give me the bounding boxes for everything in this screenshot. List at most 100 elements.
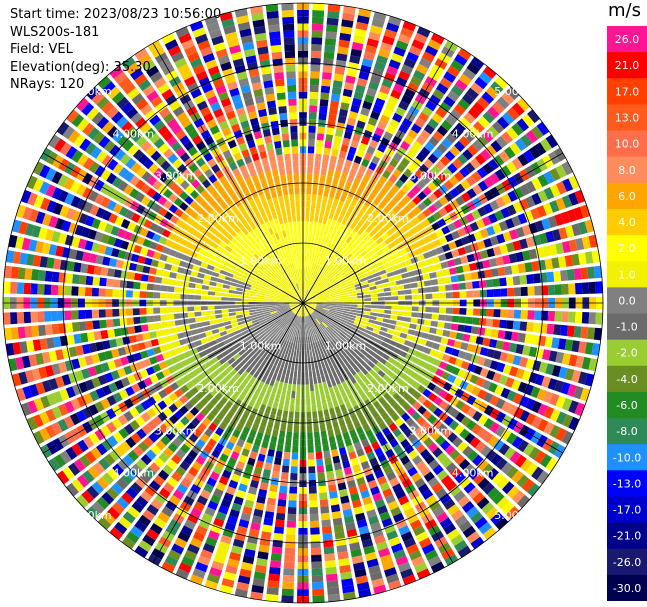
ppi-gate bbox=[378, 175, 388, 185]
ppi-gate bbox=[213, 361, 222, 369]
ppi-gate bbox=[139, 308, 147, 315]
ppi-gate bbox=[209, 567, 222, 578]
ppi-gate bbox=[188, 282, 196, 289]
ppi-gate bbox=[277, 345, 283, 353]
ppi-gate bbox=[170, 334, 179, 341]
ppi-gate bbox=[284, 317, 290, 324]
ppi-gate bbox=[275, 519, 285, 528]
ppi-gate bbox=[173, 399, 184, 409]
ppi-gate bbox=[445, 307, 453, 314]
ppi-gate bbox=[349, 230, 357, 238]
ppi-gate bbox=[297, 309, 301, 316]
ppi-gate bbox=[207, 310, 216, 315]
ppi-gate bbox=[318, 112, 327, 121]
ppi-gate bbox=[448, 420, 460, 431]
ppi-gate bbox=[233, 389, 241, 399]
ppi-gate bbox=[165, 430, 176, 441]
ppi-gate bbox=[188, 433, 199, 443]
ppi-gate bbox=[368, 565, 381, 575]
ppi-gate bbox=[293, 350, 297, 357]
ppi-gate bbox=[527, 310, 535, 320]
ppi-gate bbox=[408, 549, 422, 561]
ppi-gate bbox=[407, 433, 418, 443]
ppi-gate bbox=[519, 198, 530, 211]
ppi-gate bbox=[309, 84, 319, 93]
ppi-gate bbox=[389, 281, 397, 287]
ppi-gate bbox=[394, 274, 403, 281]
ppi-gate bbox=[256, 495, 266, 504]
ppi-gate bbox=[73, 262, 82, 273]
ppi-gate bbox=[315, 390, 320, 398]
ppi-gate bbox=[65, 322, 73, 333]
ppi-gate bbox=[310, 286, 316, 293]
ppi-gate bbox=[194, 392, 204, 401]
ppi-gate bbox=[349, 542, 361, 551]
ppi-gate bbox=[304, 309, 307, 317]
ppi-gate bbox=[17, 326, 26, 339]
ppi-gate bbox=[358, 588, 372, 598]
ppi-gate bbox=[571, 223, 581, 237]
ppi-gate bbox=[387, 95, 399, 106]
ppi-gate bbox=[235, 308, 243, 312]
ppi-gate bbox=[412, 390, 422, 400]
ppi-gate bbox=[105, 288, 113, 297]
ppi-gate bbox=[283, 317, 289, 323]
ppi-gate bbox=[549, 424, 561, 439]
ppi-gate bbox=[415, 374, 425, 384]
ppi-gate bbox=[309, 304, 317, 307]
ppi-gate bbox=[534, 310, 542, 321]
ppi-gate bbox=[306, 291, 311, 298]
ppi-gate bbox=[344, 82, 355, 91]
ppi-gate bbox=[319, 368, 324, 376]
ppi-gate bbox=[450, 323, 459, 331]
ppi-gate bbox=[219, 396, 228, 406]
ppi-gate bbox=[427, 118, 439, 130]
ppi-gate bbox=[262, 469, 271, 478]
ppi-gate bbox=[234, 305, 242, 308]
ppi-gate bbox=[327, 169, 334, 177]
ppi-gate bbox=[353, 441, 363, 451]
ppi-gate bbox=[228, 289, 236, 294]
ppi-gate bbox=[303, 298, 308, 303]
ppi-gate bbox=[378, 387, 387, 396]
ppi-gate bbox=[316, 258, 321, 266]
ppi-gate bbox=[313, 221, 318, 230]
ppi-gate bbox=[392, 444, 403, 454]
ppi-gate bbox=[325, 566, 337, 575]
ppi-gate bbox=[285, 534, 296, 542]
ppi-gate bbox=[157, 400, 168, 411]
ppi-gate bbox=[496, 362, 506, 373]
ppi-gate bbox=[277, 359, 283, 368]
ppi-gate bbox=[343, 5, 356, 15]
ppi-gate bbox=[259, 404, 266, 412]
ppi-gate bbox=[121, 536, 136, 550]
ppi-gate bbox=[308, 459, 315, 467]
ppi-gate bbox=[270, 435, 278, 444]
ppi-gate bbox=[371, 441, 381, 451]
ppi-gate bbox=[537, 174, 549, 188]
ppi-gate bbox=[419, 466, 431, 477]
ppi-gate bbox=[447, 90, 460, 102]
ppi-gate bbox=[320, 260, 326, 267]
ppi-gate bbox=[268, 490, 277, 499]
ppi-gate bbox=[487, 468, 499, 481]
ppi-gate bbox=[162, 328, 171, 336]
ppi-gate bbox=[398, 525, 411, 536]
ppi-gate bbox=[208, 286, 216, 291]
ppi-gate bbox=[349, 221, 357, 230]
ppi-gate bbox=[369, 395, 378, 404]
ppi-gate bbox=[352, 133, 362, 142]
ppi-gate bbox=[364, 234, 372, 242]
ppi-gate bbox=[282, 324, 288, 331]
ppi-gate bbox=[161, 277, 169, 285]
ppi-gate bbox=[395, 40, 409, 51]
ppi-gate bbox=[284, 547, 296, 556]
ppi-gate bbox=[307, 283, 311, 291]
ppi-gate bbox=[352, 241, 359, 249]
ppi-gate bbox=[466, 419, 477, 431]
ppi-gate bbox=[368, 515, 380, 525]
ppi-gate bbox=[306, 343, 309, 351]
ppi-gate bbox=[254, 502, 265, 511]
ppi-gate bbox=[341, 270, 348, 276]
ppi-gate bbox=[477, 180, 489, 192]
